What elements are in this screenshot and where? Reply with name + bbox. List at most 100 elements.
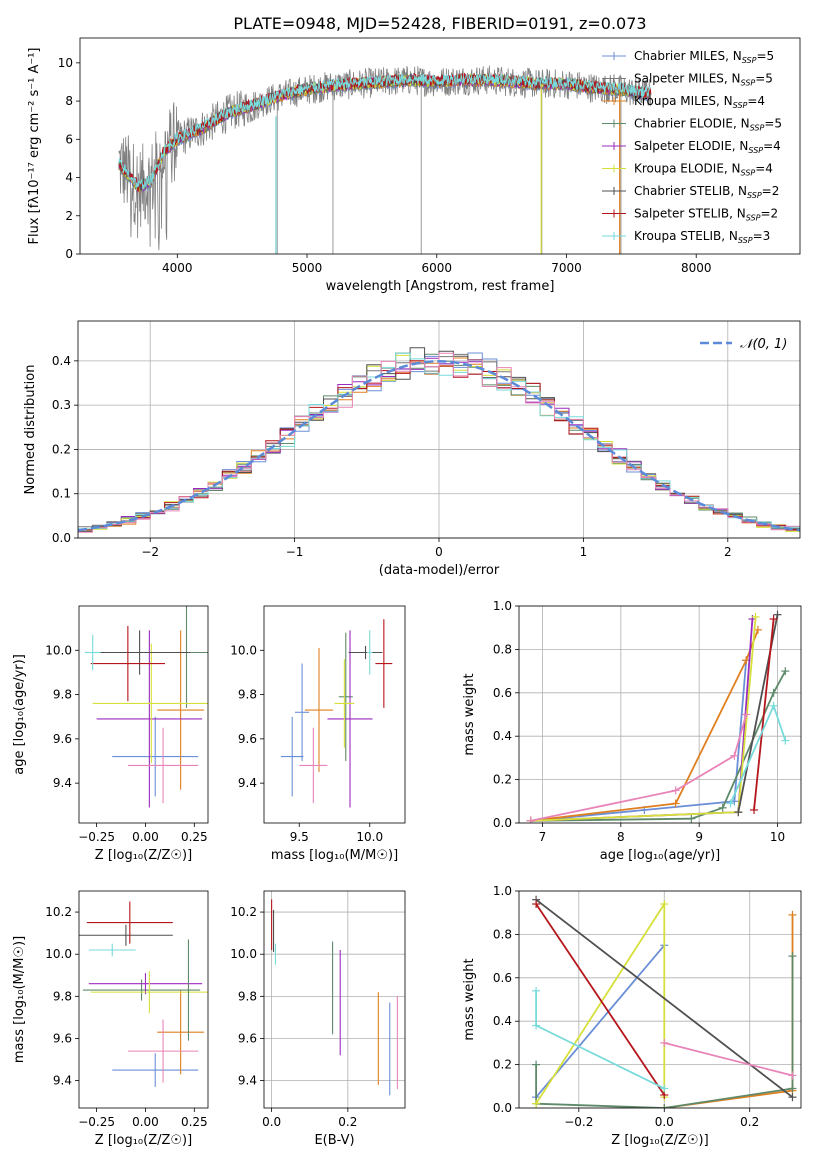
legend-entry: Kroupa STELIB, NSSP=3 xyxy=(634,229,770,245)
y-tick-label: 9.4 xyxy=(238,1074,257,1088)
legend-entry: Kroupa MILES, NSSP=4 xyxy=(634,94,765,110)
x-tick-label: 7000 xyxy=(551,261,582,275)
y-tick-label: 9.6 xyxy=(238,732,257,746)
y-tick-label: 9.4 xyxy=(53,776,72,790)
series-line xyxy=(664,1042,793,1077)
y-tick-label: 0.8 xyxy=(493,642,512,656)
y-tick-label: 9.6 xyxy=(53,732,72,746)
legend-entry: Chabrier MILES, NSSP=5 xyxy=(634,49,774,65)
x-tick-label: 10.0 xyxy=(356,830,383,844)
y-tick-label: 1.0 xyxy=(493,599,512,613)
x-tick-label: 1 xyxy=(580,545,588,559)
y-tick-label: 0.0 xyxy=(493,816,512,830)
x-tick-label: 2 xyxy=(724,545,732,559)
panel-6: −0.25 0.00 0.25 9.4 9.6 9.8 10.0 10.2 Z [log₁₀(Z… xyxy=(12,890,209,1148)
y-tick-label: 9.4 xyxy=(238,776,257,790)
x-tick-label: 0.2 xyxy=(338,1115,357,1129)
x-tick-label: −0.25 xyxy=(78,830,115,844)
x-tick-label: 8000 xyxy=(681,261,712,275)
x-axis-label: Z [log₁₀(Z/Z☉)] xyxy=(95,848,192,863)
y-axis-label: mass weight xyxy=(462,958,477,1040)
y-tick-label: 4 xyxy=(65,171,73,185)
y-tick-label: 0.0 xyxy=(52,531,71,545)
spectrum-data-line xyxy=(118,65,652,251)
panel-3: −0.25 0.00 0.25 9.4 9.6 9.8 10.0 Z [log₁₀(Z/Z☉)… xyxy=(12,605,209,863)
panel-1: 4000 5000 6000 7000 8000 0 2 4 6 8 10 wavelength [A… xyxy=(27,37,801,294)
x-tick-label: −0.2 xyxy=(564,1115,593,1129)
legend-entry: Chabrier ELODIE, NSSP=5 xyxy=(634,117,782,133)
x-axis-label: mass [log₁₀(M/M☉)] xyxy=(271,848,398,863)
x-tick-label: 0.25 xyxy=(181,830,208,844)
y-tick-label: 9.6 xyxy=(238,1031,257,1045)
series-line xyxy=(753,618,775,811)
axes-frame xyxy=(78,890,209,1109)
x-axis-label: age [log₁₀(age/yr)] xyxy=(600,848,721,863)
x-axis-label: Z [log₁₀(Z/Z☉)] xyxy=(611,1133,708,1148)
legend-entry: Salpeter ELODIE, NSSP=4 xyxy=(634,139,781,155)
x-tick-label: 0.00 xyxy=(132,830,159,844)
plot-area xyxy=(118,65,652,254)
x-tick-label: 5000 xyxy=(292,261,323,275)
y-tick-label: 9.6 xyxy=(53,1031,72,1045)
series-line xyxy=(535,903,666,1096)
x-tick-label: 8 xyxy=(617,830,625,844)
y-tick-label: 0.1 xyxy=(52,487,71,501)
legend-entry: Salpeter STELIB, NSSP=2 xyxy=(634,207,778,223)
y-tick-label: 1.0 xyxy=(493,884,512,898)
x-tick-label: 7 xyxy=(539,830,547,844)
histogram-step xyxy=(78,352,800,538)
axes-frame xyxy=(263,890,406,1109)
y-tick-label: 10.0 xyxy=(45,947,72,961)
y-tick-label: 0.4 xyxy=(493,1014,512,1028)
x-tick-label: −0.25 xyxy=(78,1115,115,1129)
x-tick-label: −2 xyxy=(141,545,159,559)
x-tick-label: 10 xyxy=(770,830,785,844)
legend-entry: Chabrier STELIB, NSSP=2 xyxy=(634,184,779,200)
plot-area xyxy=(271,899,398,1096)
panel-8: −0.2 0.0 0.2 0.0 0.2 0.4 0.6 0.8 1.0 Z [log₁₀(Z/Z… xyxy=(462,884,802,1148)
plot-area xyxy=(79,901,208,1087)
x-axis-label: (data-model)/error xyxy=(379,563,500,578)
plot-area xyxy=(280,619,393,808)
legend-entry: Salpeter MILES, NSSP=5 xyxy=(634,72,773,88)
y-tick-label: 10.0 xyxy=(230,947,257,961)
x-tick-label: 6000 xyxy=(421,261,452,275)
series-line xyxy=(530,629,759,822)
x-tick-label: 9 xyxy=(695,830,703,844)
y-tick-label: 9.8 xyxy=(53,688,72,702)
y-tick-label: 0.2 xyxy=(52,442,71,456)
plot-area xyxy=(78,347,800,538)
panel-2: −2 −1 0 1 2 0.0 0.1 0.2 0.3 0.4 (data-model)/error… xyxy=(23,320,801,578)
y-tick-label: 0.4 xyxy=(52,354,71,368)
y-tick-label: 10.2 xyxy=(45,905,72,919)
model-spectrum-line xyxy=(118,72,652,190)
y-axis-label: Normed distribution xyxy=(23,365,38,495)
grid xyxy=(519,605,801,824)
x-tick-label: 0.0 xyxy=(655,1115,674,1129)
grid xyxy=(519,890,801,1109)
series-line xyxy=(530,616,757,822)
plot-area xyxy=(526,610,790,823)
y-axis-label: mass [log₁₀(M/M☉)] xyxy=(12,936,27,1063)
legend: Chabrier MILES, NSSP=5 Salpeter MILES, NS… xyxy=(602,49,782,245)
plot-area xyxy=(532,895,797,1108)
y-tick-label: 0.6 xyxy=(493,686,512,700)
y-tick-label: 0.2 xyxy=(493,1058,512,1072)
x-tick-label: 0.25 xyxy=(181,1115,208,1129)
y-axis-label: mass weight xyxy=(462,673,477,755)
legend-entry: 𝒩(0, 1) xyxy=(740,337,787,352)
y-tick-label: 0.2 xyxy=(493,773,512,787)
series-line xyxy=(530,714,748,822)
y-axis-label: age [log₁₀(age/yr)] xyxy=(12,654,27,775)
legend-entry: Kroupa ELODIE, NSSP=4 xyxy=(634,162,773,178)
x-axis-label: Z [log₁₀(Z/Z☉)] xyxy=(95,1133,192,1148)
y-axis-label: Flux [fλ10⁻¹⁷ erg cm⁻² s⁻¹ A⁻¹] xyxy=(27,48,42,245)
y-tick-label: 9.8 xyxy=(238,688,257,702)
x-tick-label: 0.00 xyxy=(132,1115,159,1129)
y-tick-label: 10 xyxy=(58,56,73,70)
x-tick-label: 0.0 xyxy=(262,1115,281,1129)
y-tick-label: 0 xyxy=(65,247,73,261)
x-axis-label: E(B-V) xyxy=(314,1133,354,1148)
y-tick-label: 9.8 xyxy=(53,989,72,1003)
